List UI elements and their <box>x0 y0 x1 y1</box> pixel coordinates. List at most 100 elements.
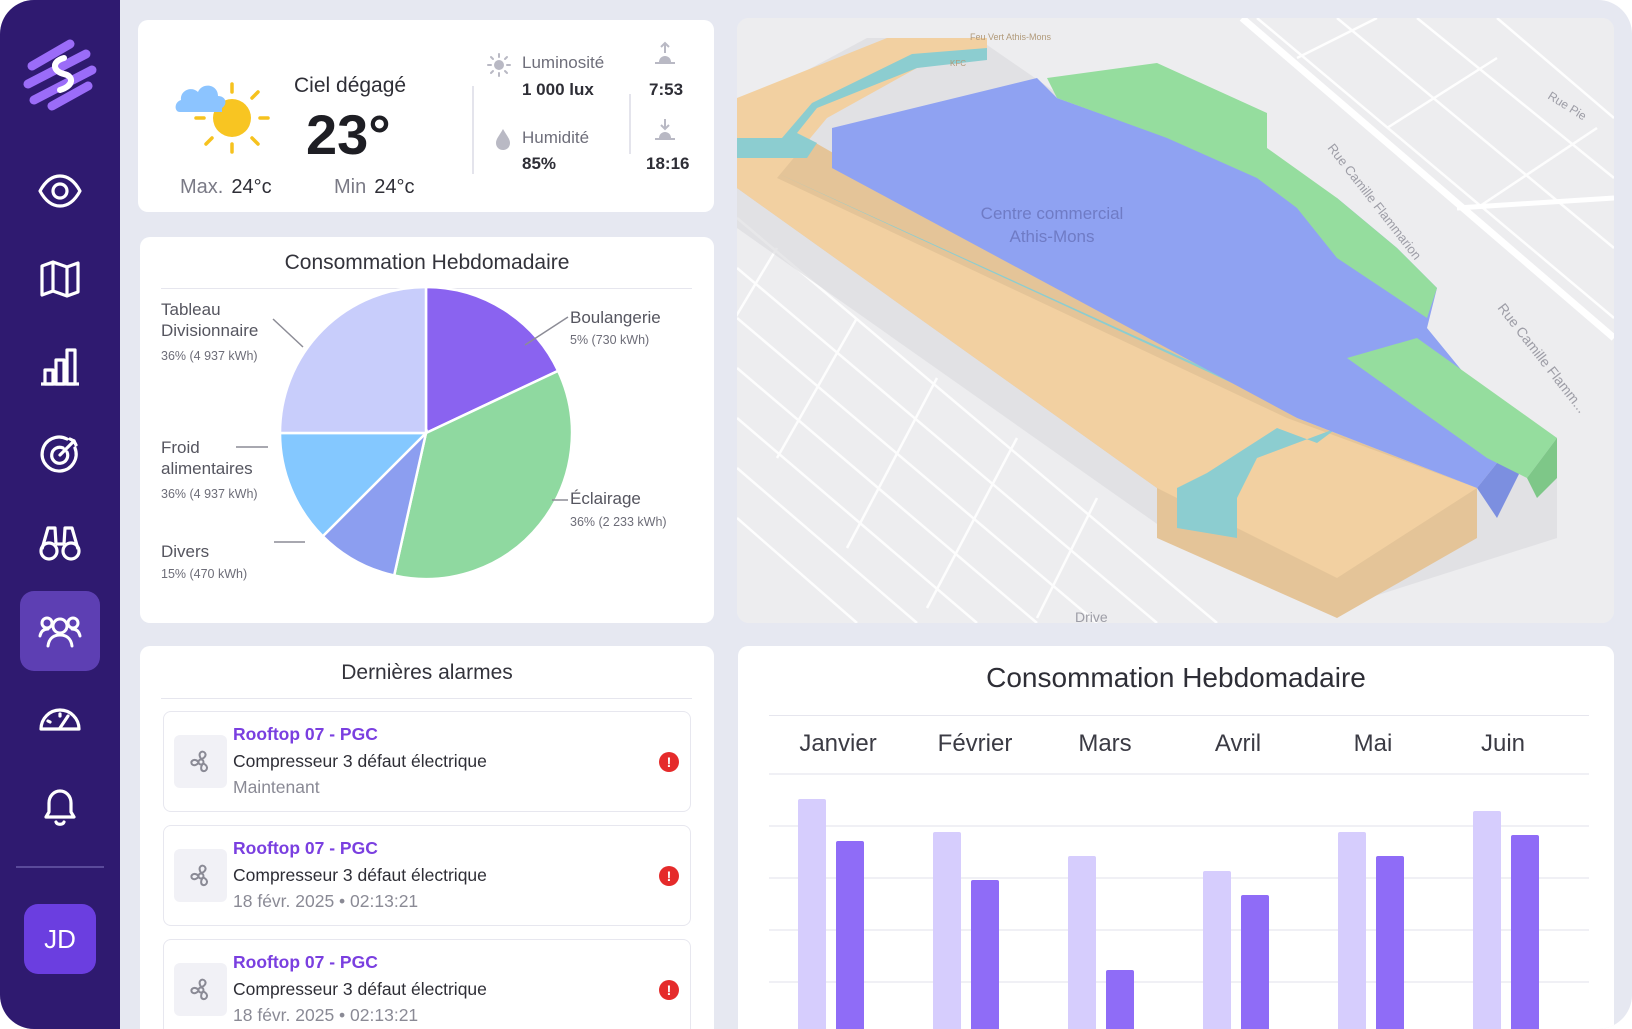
alert-icon: ! <box>659 980 679 1000</box>
alarm-icon-box <box>174 849 227 902</box>
bar-mai-1[interactable] <box>1376 856 1404 1029</box>
bar-chart[interactable] <box>738 646 1614 1029</box>
max-label: Max. <box>180 176 224 198</box>
map-poi-label-2: KFC <box>950 59 966 68</box>
pie-label-divers: Divers <box>161 542 210 561</box>
sidebar: JD <box>0 0 120 1029</box>
month-label: Mai <box>1353 730 1393 757</box>
humidity-label: Humidité <box>522 128 590 147</box>
sun-icon <box>487 53 511 77</box>
bar-chart-icon <box>41 348 79 386</box>
alarm-item[interactable]: Rooftop 07 - PGC Compresseur 3 défaut él… <box>163 825 691 926</box>
nav-notifications[interactable] <box>20 767 100 847</box>
alarm-item[interactable]: Rooftop 07 - PGC Compresseur 3 défaut él… <box>163 939 691 1029</box>
pie-slice-4[interactable] <box>278 285 428 435</box>
weather-divider-2 <box>629 94 631 154</box>
fan-icon <box>189 864 208 886</box>
sunrise-time: 7:53 <box>649 80 684 99</box>
luminosity-label: Luminosité <box>522 53 605 72</box>
alarm-title[interactable]: Rooftop 07 - PGC <box>233 838 378 858</box>
user-avatar[interactable]: JD <box>24 904 96 974</box>
alarms-title-divider <box>161 698 692 699</box>
bar-avril-1[interactable] <box>1241 895 1269 1029</box>
pie-slice-0[interactable] <box>424 285 560 435</box>
alarm-title[interactable]: Rooftop 07 - PGC <box>233 952 378 972</box>
pie-label-froid: Froid alimentaires <box>161 438 253 478</box>
pie-value-eclairage: 36% (2 233 kWh) <box>570 515 667 529</box>
pie-label-eclairage: Éclairage <box>570 489 641 508</box>
bar-juin-1[interactable] <box>1511 835 1539 1029</box>
nav-map[interactable] <box>20 239 100 319</box>
alarm-item[interactable]: Rooftop 07 - PGC Compresseur 3 défaut él… <box>163 711 691 812</box>
bell-icon <box>44 789 76 826</box>
weather-card: Ciel dégagé 23° Max. 24°c Min 24°c Luminos… <box>138 20 714 212</box>
map-poi-label-1: Feu Vert Athis-Mons <box>970 32 1052 42</box>
pie-leader-lines <box>236 316 569 543</box>
nav-users[interactable] <box>20 591 100 671</box>
bar-janvier-0[interactable] <box>798 799 826 1029</box>
bar-mai-0[interactable] <box>1338 832 1366 1029</box>
bar-juin-0[interactable] <box>1473 811 1501 1029</box>
sidebar-divider <box>16 866 104 868</box>
alarm-title[interactable]: Rooftop 07 - PGC <box>233 724 378 744</box>
nav-targets[interactable] <box>20 415 100 495</box>
pie-label-boulangerie: Boulangerie <box>570 308 661 327</box>
binoculars-icon <box>39 526 81 561</box>
map-building-label-line1: Centre commercial <box>981 204 1124 223</box>
leader-line-boulangerie <box>524 316 569 346</box>
nav-stats[interactable] <box>20 327 100 407</box>
alarm-time: 18 févr. 2025 • 02:13:21 <box>233 891 419 911</box>
latest-alarms-card: Dernières alarmes Rooftop 07 - PGC Compr… <box>140 646 714 1029</box>
pie-value-tableau: 36% (4 937 kWh) <box>161 349 258 363</box>
alarm-time: Maintenant <box>233 777 320 797</box>
partly-sunny-icon <box>175 82 270 154</box>
pie-slice-1[interactable] <box>392 369 574 581</box>
nav-monitoring[interactable] <box>20 503 100 583</box>
month-label: Juin <box>1480 730 1526 757</box>
bar-title-divider <box>769 715 1589 716</box>
bar-février-0[interactable] <box>933 832 961 1029</box>
map-canvas: Centre commercial Athis-Mons Rue Camille… <box>737 18 1614 623</box>
nav-eye[interactable] <box>20 151 100 231</box>
sunrise-icon <box>655 41 675 64</box>
pie-slice-3[interactable] <box>278 431 430 539</box>
bar-avril-0[interactable] <box>1203 871 1231 1029</box>
bar-mars-0[interactable] <box>1068 856 1096 1029</box>
fan-icon <box>189 978 208 1000</box>
users-icon <box>38 616 82 648</box>
building-blue-roof <box>832 78 1517 488</box>
month-label: Avril <box>1214 730 1262 757</box>
min-label: Min <box>334 176 367 198</box>
pie-label-tableau: Tableau Divisionnaire <box>161 300 259 340</box>
alarm-description: Compresseur 3 défaut électrique <box>233 751 487 771</box>
pie-chart[interactable] <box>140 237 714 623</box>
alarm-icon-box <box>174 963 227 1016</box>
max-value: 24°c <box>231 176 272 198</box>
brand-logo[interactable] <box>20 36 100 112</box>
bar-février-1[interactable] <box>971 880 999 1029</box>
alarm-description: Compresseur 3 défaut électrique <box>233 865 487 885</box>
map-road <box>1239 18 1614 341</box>
humidity-value: 85% <box>522 154 557 173</box>
alert-icon: ! <box>659 752 679 772</box>
bar-card-title: Consommation Hebdomadaire <box>986 662 1366 693</box>
building-green-roof-east <box>1347 338 1557 478</box>
max-temperature: Max. 24°c <box>180 176 272 199</box>
alarm-time: 18 févr. 2025 • 02:13:21 <box>233 1005 419 1025</box>
building-3d-map[interactable]: Centre commercial Athis-Mons Rue Camille… <box>737 18 1614 623</box>
bar-mars-1[interactable] <box>1106 970 1134 1029</box>
weather-condition: Ciel dégagé <box>294 74 407 97</box>
map-icon <box>40 260 80 298</box>
nav-performance[interactable] <box>20 679 100 759</box>
alarms-title: Dernières alarmes <box>341 661 513 684</box>
month-label: Février <box>937 730 1013 757</box>
sunset-time: 18:16 <box>646 154 690 173</box>
leader-line-tableau <box>272 318 304 348</box>
droplet-icon <box>496 129 510 150</box>
alert-icon: ! <box>659 866 679 886</box>
bar-janvier-1[interactable] <box>836 841 864 1029</box>
map-building-label-line2: Athis-Mons <box>1009 227 1094 246</box>
pie-slice-2[interactable] <box>320 429 429 577</box>
luminosity-value: 1 000 lux <box>522 80 594 99</box>
